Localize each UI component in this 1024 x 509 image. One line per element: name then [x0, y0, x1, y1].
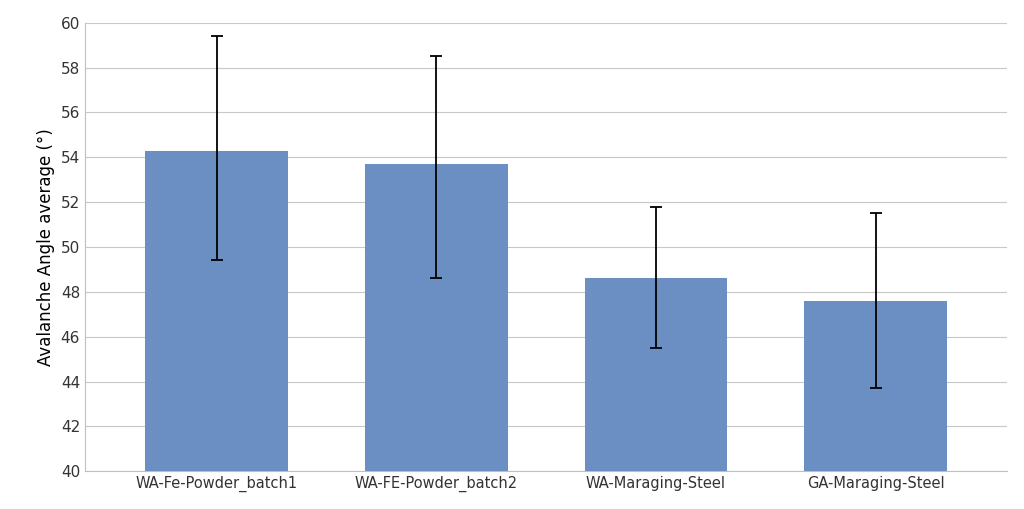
Bar [365, 164, 508, 471]
Y-axis label: Avalanche Angle average (°): Avalanche Angle average (°) [37, 128, 55, 366]
Bar [804, 301, 947, 471]
Bar [585, 278, 727, 471]
Bar [145, 151, 288, 471]
